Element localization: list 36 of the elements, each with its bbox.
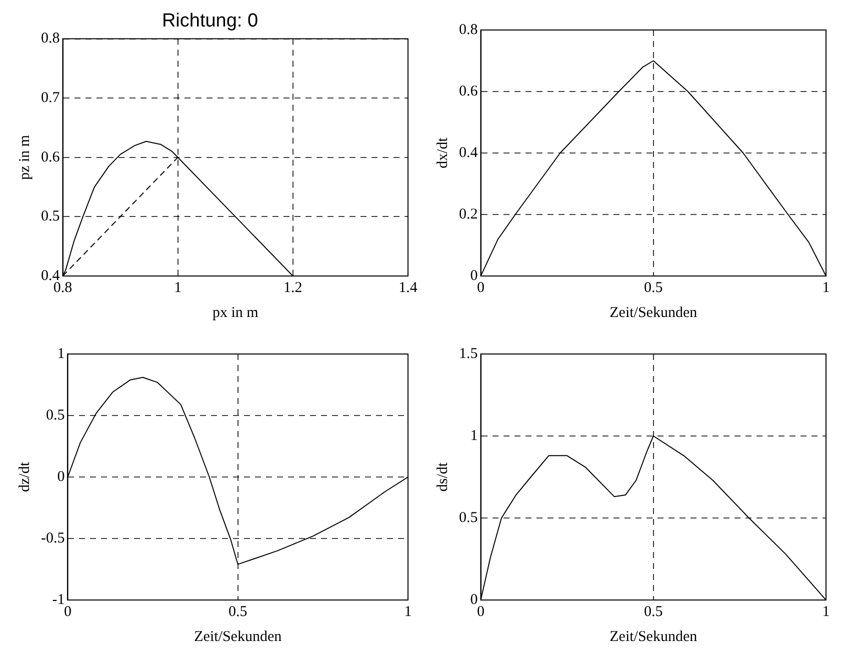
y-tick-label: -0.5: [40, 530, 65, 546]
x-tick-label: 1: [174, 280, 182, 296]
x-tick-label: 0.5: [644, 604, 663, 620]
x-tick-label: 0.5: [644, 280, 663, 296]
y-axis-title: ds/dt: [434, 462, 451, 492]
x-axis-title: Zeit/Sekunden: [610, 628, 698, 645]
x-axis-title: Zeit/Sekunden: [194, 628, 282, 645]
y-tick-label: 0.5: [41, 208, 60, 225]
y-tick-label: 0.2: [459, 206, 478, 222]
y-tick-label: 0.6: [41, 149, 60, 166]
y-tick-label: 0: [470, 268, 478, 284]
y-tick-label: 0.6: [459, 83, 478, 100]
y-tick-label: 0.5: [46, 407, 65, 424]
y-tick-label: 1: [470, 428, 478, 444]
y-tick-label: 0.4: [459, 144, 478, 161]
x-tick-label: 0.5: [228, 604, 248, 620]
y-tick-label: 0.5: [459, 510, 478, 526]
y-tick-label: 1: [57, 346, 65, 362]
y-axis-title: pz in m: [16, 134, 33, 180]
x-tick-label: 1.2: [284, 280, 302, 296]
x-tick-label: 1: [822, 280, 830, 296]
y-tick-label: 0.8: [41, 30, 60, 47]
x-axis-title: Zeit/Sekunden: [610, 304, 698, 321]
x-axis-title: px in m: [212, 304, 259, 321]
y-tick-label: 0.7: [41, 90, 60, 106]
y-tick-label: 0: [470, 592, 478, 608]
y-tick-label: -1: [52, 592, 65, 608]
y-tick-label: 1.5: [459, 346, 478, 362]
x-tick-label: 1: [404, 604, 412, 620]
y-tick-label: 0: [57, 468, 65, 485]
y-tick-label: 0.8: [459, 22, 478, 38]
chart-title: Richtung: 0: [162, 10, 258, 32]
y-axis-title: dx/dt: [434, 136, 451, 168]
y-axis-title: dz/dt: [16, 461, 33, 492]
x-tick-label: 1.4: [398, 280, 418, 296]
x-tick-label: 1: [822, 604, 830, 620]
